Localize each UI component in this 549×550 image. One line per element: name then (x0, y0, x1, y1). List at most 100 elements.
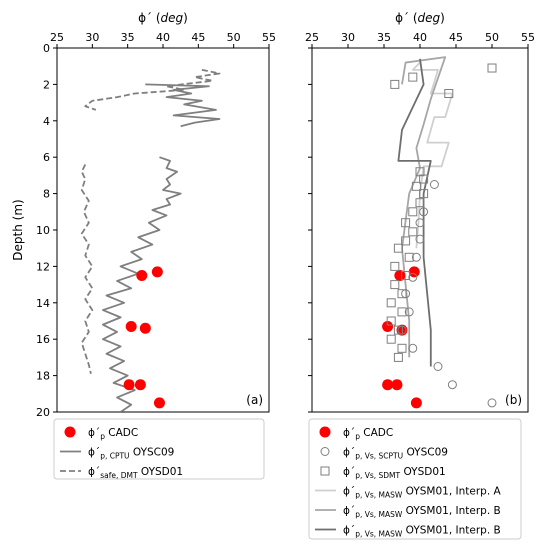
x-tick-label: 30 (341, 31, 355, 44)
legend-label-suffix: OYSM01, Interp. B (402, 525, 500, 537)
legend-label-subscript: p (100, 432, 105, 441)
x-axis-label-unit: deg (418, 11, 441, 25)
y-tick-label: 20 (36, 406, 50, 419)
data-point (401, 236, 411, 246)
legend-label-suffix: OYSD01 (138, 466, 184, 478)
x-tick-label: 30 (85, 31, 99, 44)
legend-label-symbol: ϕ´ (343, 427, 355, 439)
series-line (411, 61, 454, 249)
series-line (102, 156, 182, 412)
data-point (393, 352, 403, 362)
legend-label-symbol: ϕ´ (343, 466, 355, 478)
data-point (397, 289, 407, 299)
x-tick-label: 35 (121, 31, 135, 44)
data-point (393, 325, 403, 335)
data-point (386, 316, 396, 326)
data-point (415, 198, 425, 208)
x-tick-label: 50 (227, 31, 241, 44)
legend-label: ϕ´p, Vs, MASW OYSM01, Interp. A (343, 486, 502, 500)
legend-label-subscript: p, Vs, MASW (355, 530, 403, 539)
x-axis-label-part: ) (440, 11, 445, 25)
data-point (433, 362, 443, 371)
data-point (408, 227, 418, 237)
x-tick-label: 40 (413, 31, 427, 44)
x-tick-label: 55 (262, 31, 276, 44)
legend-marker (64, 426, 76, 438)
y-tick-label: 12 (36, 260, 50, 273)
legend-label-suffix: CADC (105, 427, 138, 439)
data-point (134, 379, 146, 391)
data-point (386, 298, 396, 308)
legend-label-subscript: p, Vs, MASW (355, 510, 403, 519)
legend-label-symbol: ϕ´ (88, 466, 100, 478)
y-axis-label: Depth (m) (11, 199, 25, 260)
data-point (408, 72, 418, 82)
data-point (411, 181, 421, 191)
legend-label-subscript: p, Vs, SCPTU (355, 452, 403, 461)
data-point (408, 207, 418, 217)
legend-label-subscript: p, Vs, SDMT (355, 471, 400, 480)
data-point (153, 397, 165, 409)
data-point (394, 270, 406, 281)
data-point (415, 234, 425, 244)
data-point (136, 270, 148, 281)
x-tick-label: 40 (156, 31, 170, 44)
data-point (408, 266, 420, 278)
x-tick-label: 35 (377, 31, 391, 44)
legend-label-symbol: ϕ´ (88, 427, 100, 439)
data-point (397, 307, 407, 317)
data-point (404, 307, 414, 317)
panel-0-plot-area (80, 68, 221, 412)
data-point (444, 89, 454, 98)
data-point (401, 218, 411, 228)
data-point (390, 261, 400, 271)
legend-label-symbol: ϕ´ (343, 525, 355, 537)
x-tick-label: 25 (50, 31, 64, 44)
legend-label: ϕ´p, Vs, MASW OYSM01, Interp. B (343, 525, 501, 539)
data-point (429, 180, 439, 189)
x-tick-label: 25 (305, 31, 319, 44)
legend-label-subscript: safe, DMT (100, 471, 138, 480)
panel-label: (a) (246, 393, 263, 407)
legend-label-suffix: OYSD01 (400, 466, 446, 478)
data-point (487, 63, 497, 73)
data-point (419, 207, 429, 217)
data-point (415, 218, 425, 228)
legend-marker (319, 426, 331, 438)
data-point (382, 379, 394, 391)
panel-label: (b) (505, 393, 522, 407)
legend-marker (320, 466, 330, 476)
y-tick-label: 8 (43, 188, 50, 201)
y-tick-label: 0 (43, 42, 50, 55)
series-line (80, 164, 94, 374)
panel-1-frame (311, 47, 529, 413)
data-point (393, 243, 403, 253)
legend-label-subscript: p (355, 432, 360, 441)
series-line (84, 68, 221, 111)
legend-label-suffix: OYSC09 (130, 447, 175, 459)
legend-label-suffix: CADC (360, 427, 393, 439)
y-tick-label: 4 (43, 115, 50, 128)
y-tick-label: 10 (36, 224, 50, 237)
x-axis-label-part: ϕ´ ( (138, 11, 160, 25)
data-point (408, 343, 418, 353)
legend-label-suffix: OYSM01, Interp. A (402, 486, 501, 498)
legend-label: ϕ´p CADC (343, 427, 393, 441)
y-tick-label: 2 (43, 78, 50, 91)
x-tick-label: 45 (449, 31, 463, 44)
data-point (391, 379, 403, 391)
x-tick-label: 50 (485, 31, 499, 44)
data-point (386, 334, 396, 344)
y-tick-label: 14 (36, 297, 50, 310)
legend-label-suffix: OYSM01, Interp. B (402, 505, 500, 517)
legend-label: ϕ´p, Vs, MASW OYSM01, Interp. B (343, 505, 501, 519)
legend-label-subscript: p, Vs, MASW (355, 491, 403, 500)
y-tick-label: 16 (36, 333, 50, 346)
data-point (397, 343, 407, 353)
data-point (390, 79, 400, 89)
legend-label-symbol: ϕ´ (343, 486, 355, 498)
legend-label-symbol: ϕ´ (88, 447, 100, 459)
